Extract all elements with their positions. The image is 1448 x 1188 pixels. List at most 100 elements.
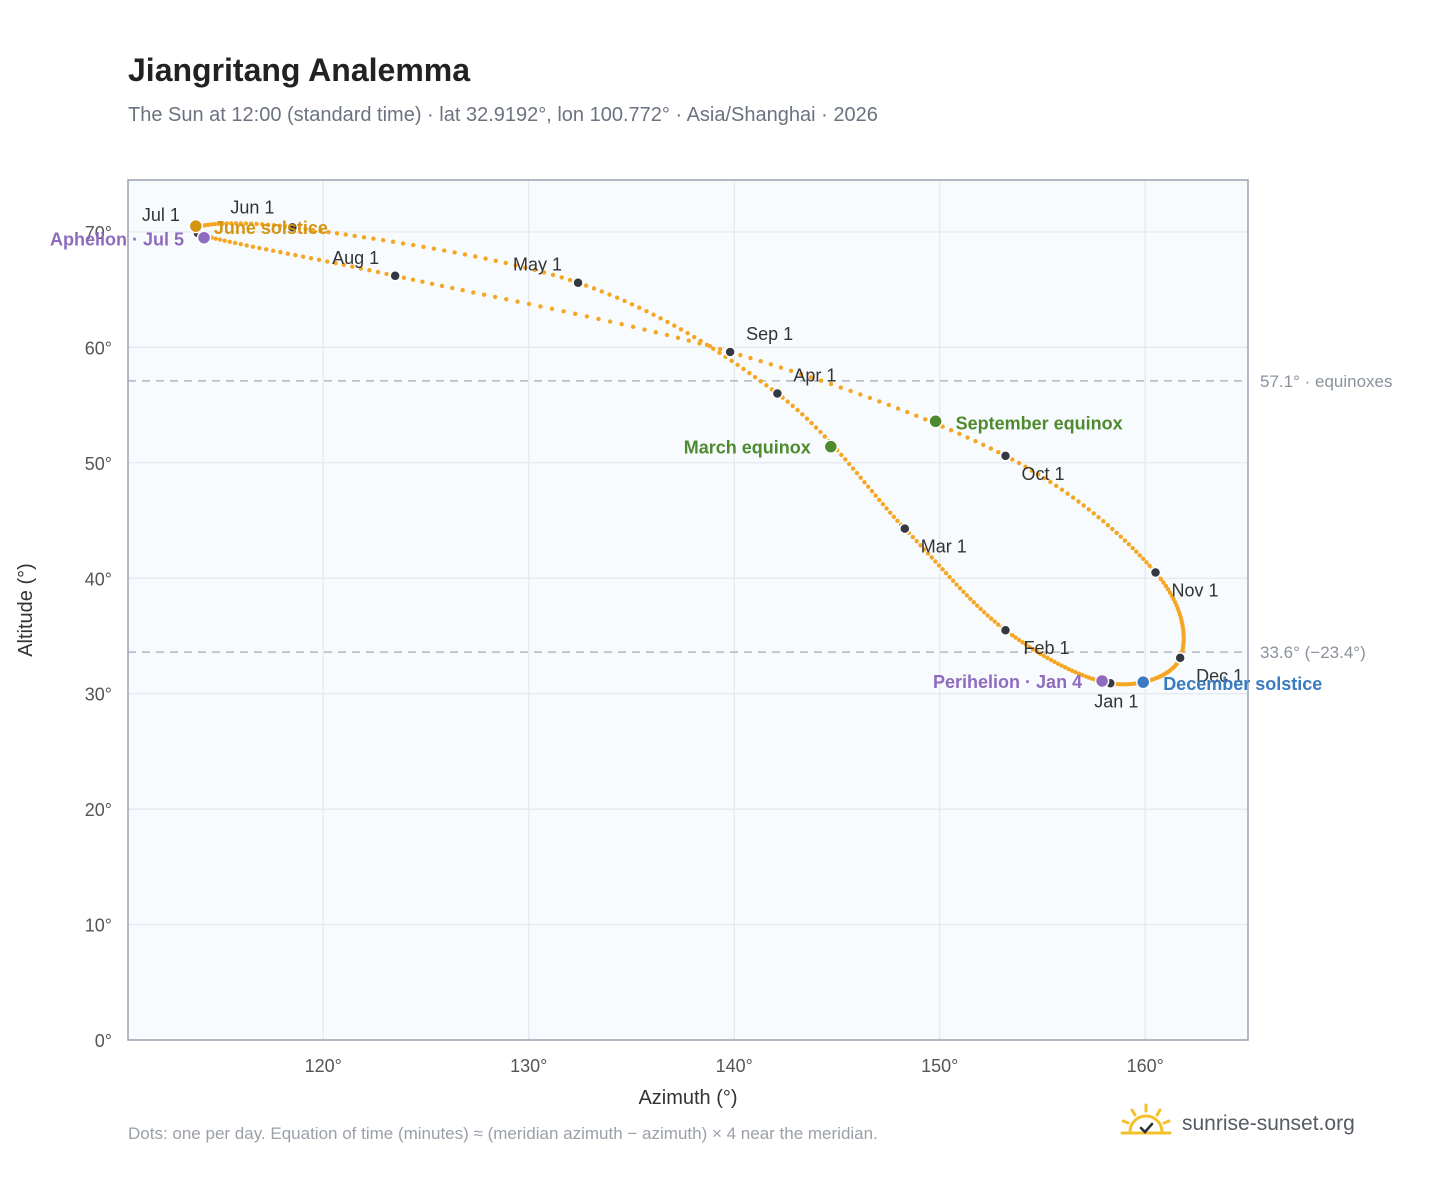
daily-dot xyxy=(532,267,537,273)
daily-dot xyxy=(1076,499,1081,504)
daily-dot xyxy=(747,370,752,376)
y-tick-label: 40° xyxy=(85,569,112,589)
daily-dot xyxy=(233,221,239,226)
daily-dot xyxy=(1052,659,1057,665)
daily-dot xyxy=(213,236,218,241)
daily-dot xyxy=(678,327,684,332)
daily-dot xyxy=(596,316,601,322)
daily-dot xyxy=(257,245,262,251)
daily-dot xyxy=(711,346,716,351)
daily-dot xyxy=(858,475,863,480)
y-tick-label: 70° xyxy=(85,223,112,243)
daily-dot xyxy=(914,538,919,544)
event-marker xyxy=(1135,674,1151,690)
month-marker xyxy=(1149,566,1162,579)
footnote: Dots: one per day. Equation of time (min… xyxy=(128,1124,878,1143)
daily-dot xyxy=(1023,464,1028,470)
daily-dot xyxy=(887,510,893,515)
daily-dot xyxy=(1034,649,1039,654)
daily-dot xyxy=(217,237,223,242)
daily-dot xyxy=(1122,538,1128,543)
daily-dot xyxy=(619,321,624,327)
brand[interactable]: sunrise-sunset.org xyxy=(1120,1102,1355,1146)
daily-dot xyxy=(988,616,994,621)
reference-lines: 57.1° · equinoxes 33.6° (−23.4°) xyxy=(128,372,1393,662)
month-marker xyxy=(999,624,1012,636)
event-label: Perihelion · Jan 4 xyxy=(933,672,1082,692)
reference-line-label: 57.1° · equinoxes xyxy=(1260,372,1393,391)
month-marker xyxy=(572,276,584,289)
daily-dot xyxy=(768,362,773,367)
daily-dot xyxy=(685,330,690,336)
daily-dot xyxy=(940,567,945,572)
daily-dot xyxy=(1141,556,1146,562)
month-marker xyxy=(999,450,1012,462)
daily-dot xyxy=(957,586,963,591)
daily-dot xyxy=(828,381,834,387)
daily-dot xyxy=(822,434,827,439)
daily-dot xyxy=(308,256,314,261)
daily-dot xyxy=(265,222,271,227)
daily-dot xyxy=(1054,483,1059,489)
daily-dot xyxy=(222,238,227,243)
daily-dot xyxy=(421,244,426,250)
daily-dot xyxy=(250,244,256,249)
daily-dot xyxy=(523,265,528,270)
daily-dot xyxy=(717,346,723,352)
daily-dot xyxy=(244,243,249,248)
daily-dot xyxy=(420,279,425,284)
month-label: Feb 1 xyxy=(1024,638,1070,658)
brand-name: sunrise-sunset.org xyxy=(1182,1112,1355,1135)
daily-dot xyxy=(481,292,487,297)
daily-dot xyxy=(947,574,952,580)
daily-dot xyxy=(664,332,670,338)
daily-dot xyxy=(460,288,465,293)
daily-dot xyxy=(943,571,949,576)
daily-dot xyxy=(326,229,331,235)
event-label: December solstice xyxy=(1163,674,1322,694)
daily-dot xyxy=(1163,583,1169,589)
daily-dot xyxy=(630,324,636,330)
daily-dot xyxy=(790,403,795,409)
daily-dot xyxy=(854,470,860,476)
daily-dot xyxy=(957,431,962,437)
daily-dot xyxy=(515,299,520,304)
event-marker xyxy=(1094,673,1110,689)
daily-dot xyxy=(707,344,713,349)
daily-dot xyxy=(333,260,338,266)
daily-dot xyxy=(764,383,769,388)
daily-dot xyxy=(929,555,934,560)
daily-dot xyxy=(653,330,659,335)
month-label: Jul 1 xyxy=(142,205,180,225)
daily-dot xyxy=(227,239,232,244)
month-label: May 1 xyxy=(513,255,562,275)
daily-dot xyxy=(1010,632,1015,638)
daily-dot xyxy=(866,484,871,489)
daily-dot xyxy=(741,366,746,372)
daily-dot xyxy=(808,375,814,380)
daily-dot xyxy=(1055,661,1061,666)
daily-dot xyxy=(1158,577,1164,582)
daily-dot xyxy=(798,371,804,377)
daily-dot xyxy=(400,241,406,246)
daily-dot xyxy=(1086,507,1091,512)
daily-dot xyxy=(992,619,997,624)
daily-dot xyxy=(401,275,407,280)
daily-dot xyxy=(572,311,578,317)
daily-dot xyxy=(1070,495,1076,500)
daily-dot xyxy=(224,221,230,226)
daily-dot xyxy=(988,446,994,451)
daily-dot xyxy=(788,368,794,374)
daily-dot xyxy=(1027,644,1032,650)
daily-dot xyxy=(795,407,800,413)
month-label: Aug 1 xyxy=(332,248,379,268)
daily-dot xyxy=(996,622,1001,627)
daily-dot xyxy=(1035,472,1041,477)
daily-dot xyxy=(665,319,670,325)
daily-dot xyxy=(847,461,852,467)
daily-dot xyxy=(1110,526,1115,532)
daily-dot xyxy=(936,563,942,568)
daily-dot xyxy=(658,316,663,321)
daily-dot xyxy=(1118,534,1124,539)
